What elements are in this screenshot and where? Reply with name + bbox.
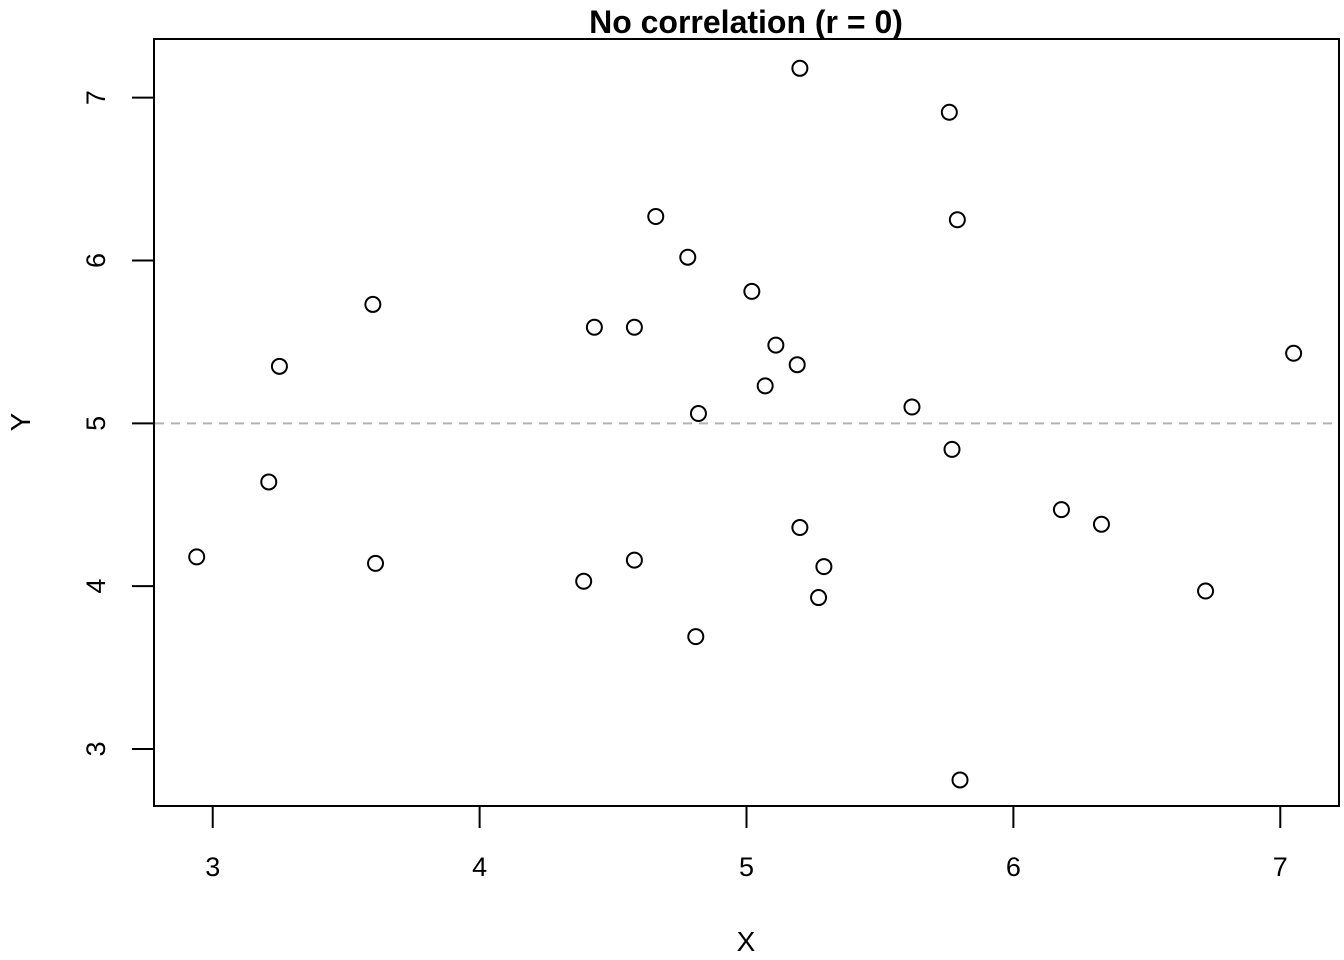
- data-point: [943, 440, 961, 458]
- data-point: [270, 357, 288, 375]
- data-point: [903, 398, 921, 416]
- y-tick-label: 4: [81, 579, 111, 594]
- data-point: [625, 551, 643, 569]
- y-tick-label: 5: [81, 416, 111, 431]
- data-point: [756, 377, 774, 395]
- data-point: [1052, 501, 1070, 519]
- data-point: [940, 103, 958, 121]
- data-point: [791, 59, 809, 77]
- data-point: [810, 589, 828, 607]
- x-tick-label: 6: [1006, 852, 1021, 882]
- data-point: [687, 628, 705, 646]
- x-axis-label: X: [737, 926, 756, 957]
- chart-title: No correlation (r = 0): [589, 4, 903, 40]
- data-point: [260, 473, 278, 491]
- data-points: [188, 59, 1303, 789]
- data-point: [743, 282, 761, 300]
- data-point: [951, 771, 969, 789]
- data-point: [367, 554, 385, 572]
- y-tick-label: 7: [81, 90, 111, 105]
- x-tick-label: 4: [472, 852, 487, 882]
- x-tick-label: 3: [205, 852, 220, 882]
- data-point: [689, 405, 707, 423]
- data-point: [767, 336, 785, 354]
- data-point: [1197, 582, 1215, 600]
- x-axis: 3 4 5 6 7: [205, 805, 1288, 882]
- data-point: [815, 558, 833, 576]
- y-tick-label: 6: [81, 253, 111, 268]
- data-point: [625, 318, 643, 336]
- data-point: [1092, 515, 1110, 533]
- x-tick-label: 7: [1273, 852, 1288, 882]
- y-axis: 3 4 5 6 7: [81, 90, 155, 757]
- data-point: [1285, 344, 1303, 362]
- data-point: [575, 572, 593, 590]
- data-point: [948, 211, 966, 229]
- y-tick-label: 3: [81, 741, 111, 756]
- data-point: [679, 248, 697, 266]
- data-point: [791, 519, 809, 537]
- data-point: [647, 208, 665, 226]
- data-point: [788, 356, 806, 374]
- data-point: [585, 318, 603, 336]
- data-point: [188, 548, 206, 566]
- data-point: [364, 295, 382, 313]
- x-tick-label: 5: [739, 852, 754, 882]
- y-axis-label: Y: [5, 412, 36, 431]
